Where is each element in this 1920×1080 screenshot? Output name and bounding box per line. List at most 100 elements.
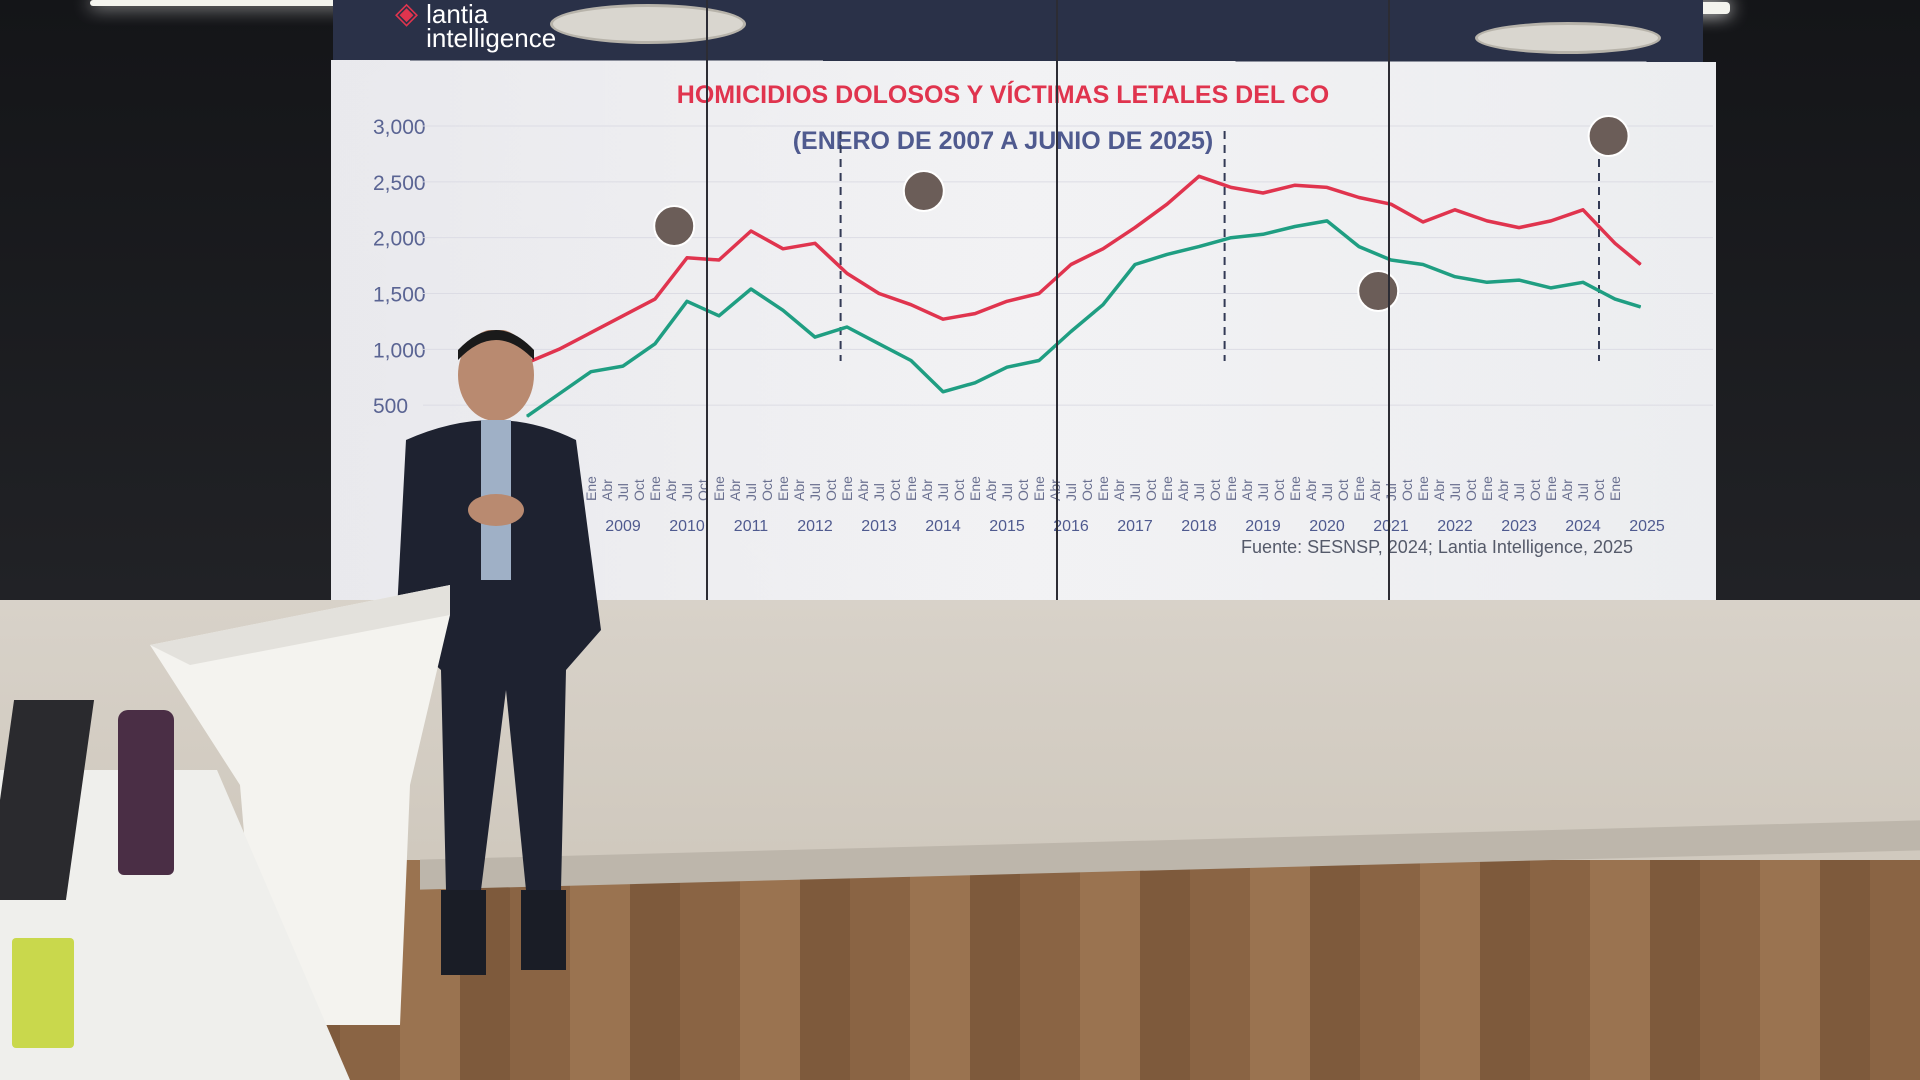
x-month-label: Ene bbox=[1287, 476, 1303, 501]
x-month-label: Jul bbox=[1383, 483, 1399, 501]
x-month-label: Jul bbox=[935, 483, 951, 501]
data-point bbox=[622, 315, 624, 317]
data-point bbox=[1326, 186, 1328, 188]
data-point bbox=[782, 248, 784, 250]
data-point bbox=[1006, 300, 1008, 302]
data-point bbox=[1166, 203, 1168, 205]
x-month-label: Ene bbox=[1351, 476, 1367, 501]
data-point bbox=[1550, 287, 1552, 289]
presenter bbox=[396, 330, 601, 975]
data-point bbox=[974, 382, 976, 384]
x-month-label: Abr bbox=[1175, 479, 1191, 501]
logo-text-line2: intelligence bbox=[426, 23, 557, 53]
data-point bbox=[654, 343, 656, 345]
data-point bbox=[654, 298, 656, 300]
data-point bbox=[1550, 220, 1552, 222]
x-month-label: Oct bbox=[1143, 479, 1159, 501]
data-point bbox=[558, 348, 560, 350]
y-tick-label: 500 bbox=[373, 395, 408, 418]
series-line-0 bbox=[526, 174, 1642, 365]
data-point bbox=[1390, 203, 1392, 205]
data-point bbox=[1070, 330, 1072, 332]
x-month-label: Oct bbox=[1207, 479, 1223, 501]
data-point bbox=[878, 293, 880, 294]
x-month-label: Abr bbox=[983, 479, 999, 501]
series-line-1 bbox=[525, 219, 1642, 418]
data-point bbox=[1102, 248, 1104, 250]
x-month-label: Abr bbox=[1047, 479, 1063, 501]
x-month-label: Jul bbox=[615, 483, 631, 501]
x-month-label: Oct bbox=[1335, 479, 1351, 501]
data-point bbox=[590, 371, 592, 373]
data-point bbox=[1454, 276, 1456, 278]
y-tick-label: 1,500 bbox=[373, 284, 426, 307]
x-year-label: 2009 bbox=[605, 518, 641, 535]
data-point bbox=[1614, 298, 1616, 300]
president-portrait bbox=[653, 205, 696, 247]
data-point bbox=[942, 318, 944, 320]
x-month-label: Oct bbox=[1015, 479, 1031, 501]
x-month-label: Jul bbox=[1127, 483, 1143, 501]
x-month-label: Jul bbox=[1447, 483, 1463, 501]
data-point bbox=[1582, 209, 1584, 211]
x-month-label: Ene bbox=[1031, 476, 1047, 501]
x-month-label: Oct bbox=[1527, 479, 1543, 501]
x-month-label: Ene bbox=[1415, 476, 1431, 501]
x-month-label: Jul bbox=[1255, 483, 1271, 501]
x-month-label: Jul bbox=[1063, 483, 1079, 501]
data-point bbox=[910, 304, 912, 306]
chart-title: HOMICIDIOS DOLOSOS Y VÍCTIMAS LETALES DE… bbox=[677, 80, 1329, 109]
data-point bbox=[1134, 227, 1136, 229]
data-point bbox=[718, 259, 720, 261]
data-point bbox=[974, 313, 976, 315]
ceiling-vent bbox=[550, 4, 746, 44]
x-month-label: Ene bbox=[1159, 476, 1175, 501]
x-month-label: Oct bbox=[695, 479, 711, 501]
x-month-label: Ene bbox=[1479, 476, 1495, 501]
data-point bbox=[1038, 293, 1040, 294]
data-point bbox=[1614, 242, 1616, 244]
x-month-label: Abr bbox=[919, 479, 935, 501]
data-point bbox=[1454, 209, 1456, 211]
x-month-label: Jul bbox=[679, 483, 695, 501]
chart-subtitle: (ENERO DE 2007 A JUNIO DE 2025) bbox=[793, 127, 1214, 155]
data-point bbox=[590, 332, 592, 334]
screen-seam bbox=[1056, 0, 1058, 605]
data-point bbox=[718, 315, 720, 317]
x-year-label: 2013 bbox=[861, 518, 897, 535]
x-month-label: Abr bbox=[727, 479, 743, 501]
lantia-logo: ◈ lantia intelligence bbox=[395, 0, 557, 53]
data-point bbox=[814, 242, 816, 244]
data-point bbox=[1134, 263, 1136, 265]
data-point bbox=[1358, 246, 1360, 248]
president-portrait bbox=[1357, 270, 1400, 312]
x-month-label: Abr bbox=[1239, 479, 1255, 501]
logo-text-line1: lantia bbox=[426, 0, 489, 29]
data-point bbox=[1326, 220, 1328, 222]
x-month-label: Ene bbox=[1607, 476, 1623, 501]
x-month-label: Jul bbox=[743, 483, 759, 501]
x-month-label: Abr bbox=[663, 479, 679, 501]
x-year-label: 2019 bbox=[1245, 518, 1281, 535]
x-month-label: Oct bbox=[1079, 479, 1095, 501]
data-point bbox=[846, 326, 848, 328]
data-point bbox=[1198, 246, 1200, 248]
data-point bbox=[1294, 184, 1296, 186]
x-month-label: Oct bbox=[1591, 479, 1607, 501]
x-month-label: Ene bbox=[1223, 476, 1239, 501]
data-point bbox=[1294, 226, 1296, 227]
podium bbox=[150, 585, 450, 1025]
water-bottle bbox=[118, 710, 174, 875]
x-month-label: Abr bbox=[1367, 479, 1383, 501]
data-point bbox=[1640, 306, 1642, 308]
x-month-label: Jul bbox=[1575, 483, 1591, 501]
x-month-label: Ene bbox=[647, 476, 663, 501]
x-month-label: Ene bbox=[711, 476, 727, 501]
coffee-cup bbox=[12, 938, 74, 1048]
x-month-label: Abr bbox=[1111, 479, 1127, 501]
data-point bbox=[1640, 263, 1642, 265]
data-point bbox=[1422, 263, 1424, 265]
x-year-label: 2012 bbox=[797, 518, 833, 535]
chart-source: Fuente: SESNSP, 2024; Lantia Intelligenc… bbox=[1241, 537, 1633, 557]
x-month-label: Oct bbox=[823, 479, 839, 501]
